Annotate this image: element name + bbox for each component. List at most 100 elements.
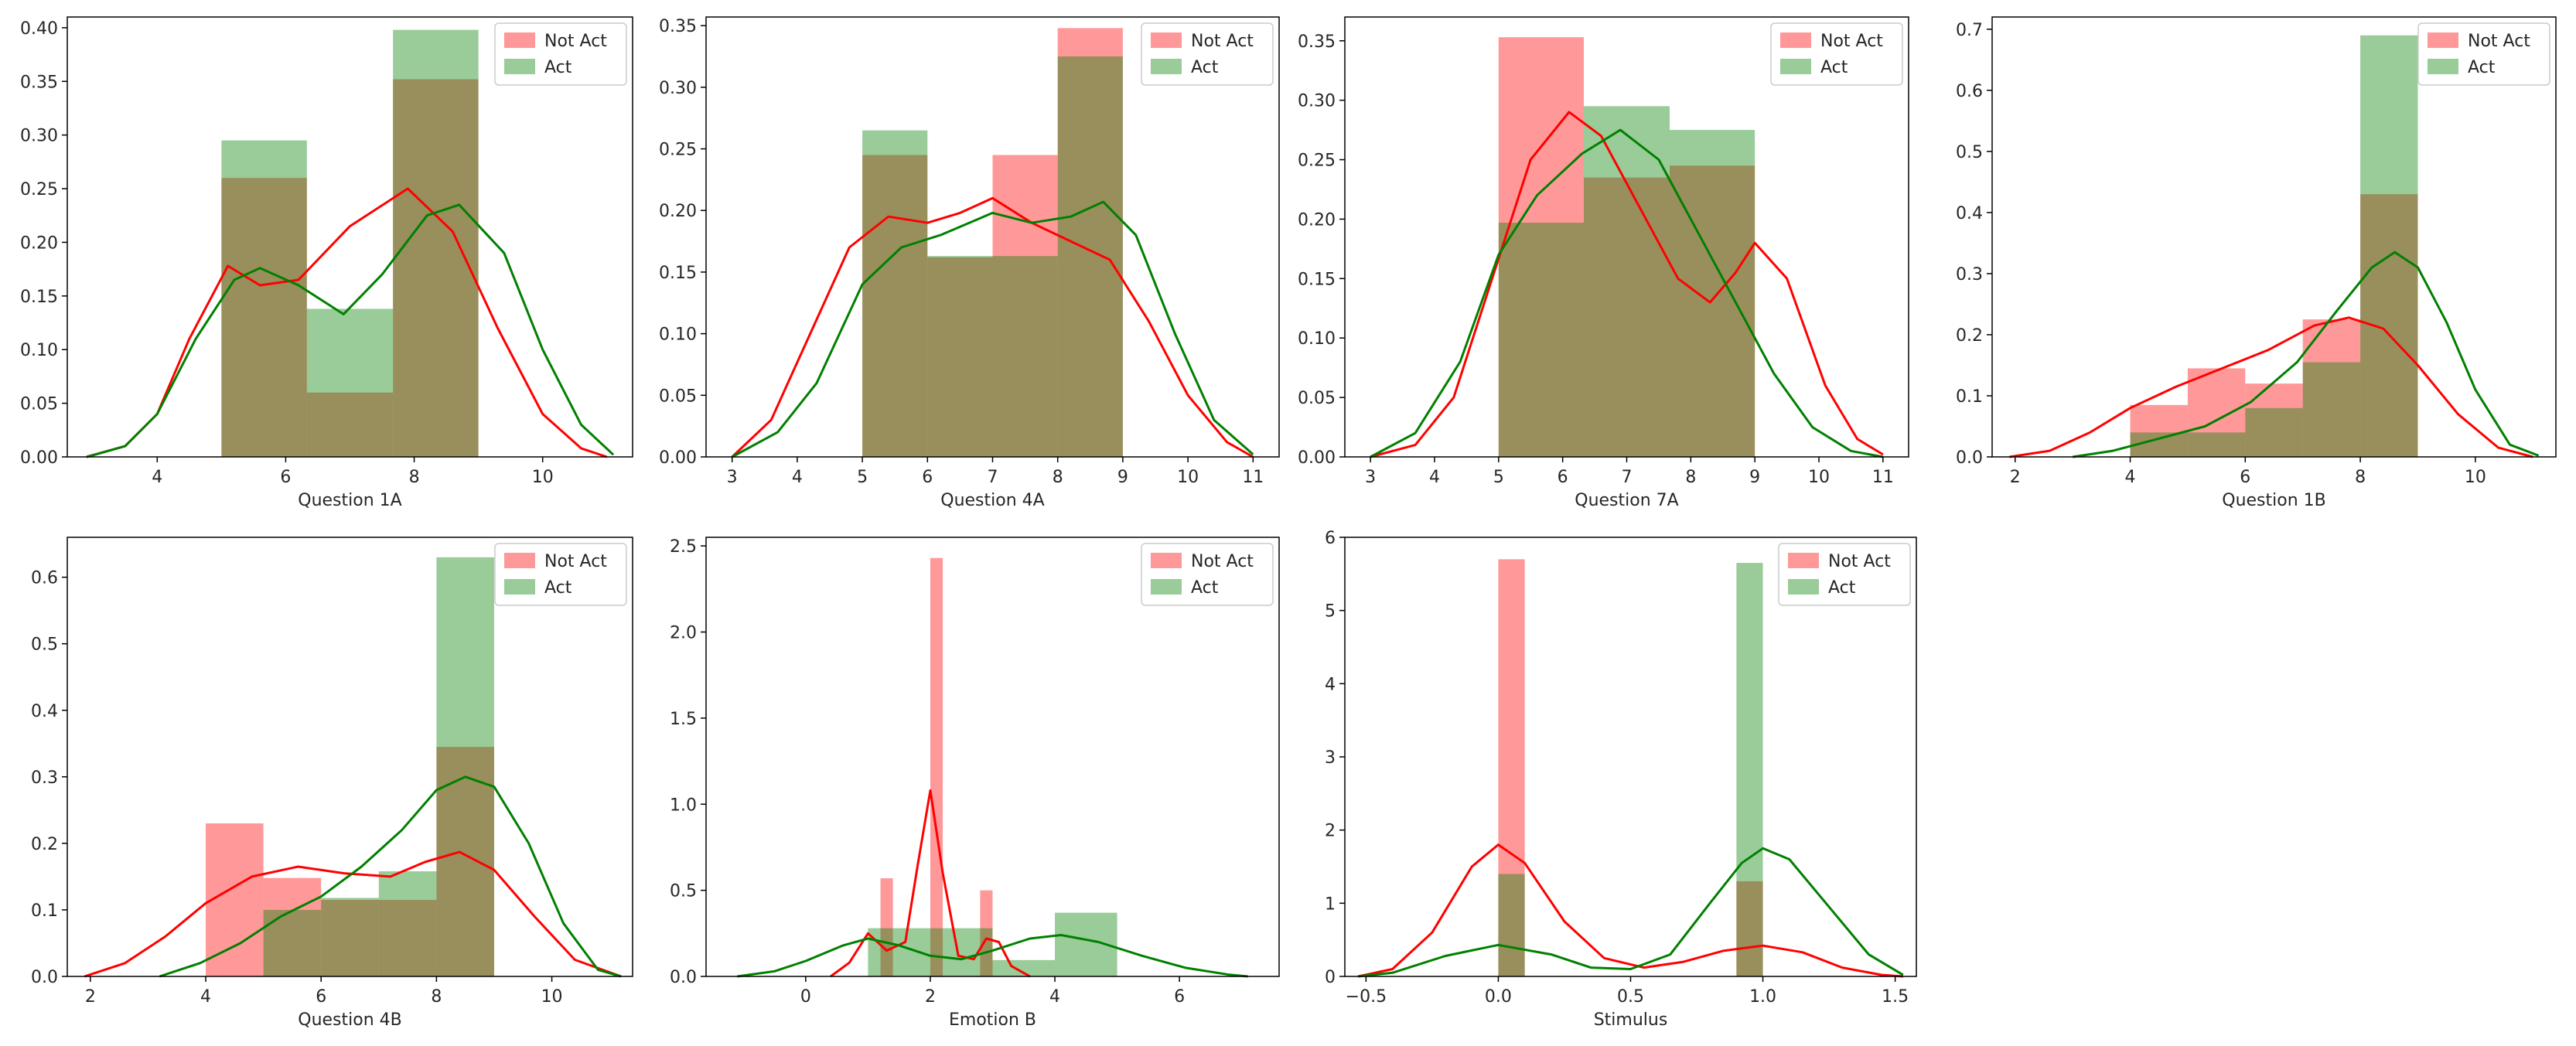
legend-swatch-not-act [2428, 32, 2458, 48]
y-tick-label: 2.5 [670, 537, 697, 557]
x-tick-label: 7 [988, 468, 998, 487]
x-tick-label: 10 [532, 468, 554, 487]
x-tick-label: 8 [2355, 468, 2366, 487]
y-tick-label: 0.05 [659, 387, 697, 406]
y-tick-label: 1 [1325, 894, 1336, 914]
subplot-2: 3 4 5 6 7 8 9 10 11 0.00 0.05 0.10 0.15 0.20 0.25 0.30 0… [659, 16, 1280, 510]
legend-swatch-not-act [1788, 553, 1819, 568]
y-tick-label: 0.40 [20, 19, 58, 39]
legend-label-act: Act [1828, 578, 1856, 598]
hist-bar-act [992, 959, 1056, 976]
legend-label-act: Act [1820, 58, 1848, 77]
x-tick-label: 10 [1808, 468, 1830, 487]
y-tick-label: 0.05 [20, 395, 58, 414]
legend-label-not-act: Not Act [1191, 552, 1254, 571]
x-tick-label: 1.0 [1749, 987, 1776, 1007]
y-tick-label: 0.15 [20, 288, 58, 307]
y-tick-label: 0.2 [31, 835, 58, 854]
y-tick-label: 0.05 [1298, 389, 1336, 408]
y-tick-label: 0.25 [659, 141, 697, 160]
hist-bar-not-act [2130, 404, 2188, 457]
x-tick-label: 0.5 [1617, 987, 1644, 1007]
legend-swatch-act [1788, 579, 1819, 595]
y-tick-label: 0.20 [20, 233, 58, 253]
x-tick-label: 6 [2240, 468, 2250, 487]
x-tick-label: 5 [1493, 468, 1504, 487]
hist-bar-act [1498, 223, 1584, 457]
hist-bar-act [378, 871, 437, 976]
legend: Not Act Act [1778, 543, 1911, 606]
kde-line-not-act [731, 196, 1254, 458]
hist-bar-act [1736, 563, 1763, 976]
legend: Not Act Act [1770, 22, 1903, 86]
legend-swatch-not-act [1780, 32, 1811, 48]
y-tick-label: 0.30 [1298, 92, 1336, 111]
y-tick-label: 0.25 [1298, 152, 1336, 171]
x-axis-label: Question 4B [298, 1010, 401, 1030]
y-tick-label: 0.20 [659, 202, 697, 221]
hist-bar-act [321, 898, 379, 976]
legend-label-not-act: Not Act [544, 32, 607, 51]
legend-box [494, 22, 627, 86]
legend-swatch-not-act [1151, 553, 1182, 568]
hist-bar-act [436, 557, 494, 976]
axes-frame [67, 16, 633, 458]
kde-line-act [737, 934, 1248, 978]
legend-swatch-act [2428, 59, 2458, 74]
hist-bar-not-act [1583, 177, 1670, 458]
hist-bar-not-act [2360, 194, 2418, 458]
subplot-6: 0 2 4 6 0.0 0.5 1.0 1.5 2.0 2.5 Emotion B Not Act Ac… [670, 537, 1280, 1030]
x-tick-label: 6 [1558, 468, 1568, 487]
y-tick-label: 0.5 [1956, 143, 1983, 162]
legend-box [1778, 543, 1911, 606]
x-tick-label: 0.0 [1485, 987, 1512, 1007]
kde-line-not-act [2009, 316, 2533, 458]
hist-bar-act [1498, 874, 1525, 976]
hist-bar-act [1057, 56, 1123, 457]
y-tick-label: 5 [1325, 602, 1336, 622]
y-tick-label: 0.3 [1956, 265, 1983, 284]
legend: Not Act Act [1141, 543, 1274, 606]
legend: Not Act Act [494, 22, 627, 86]
y-tick-label: 0.30 [659, 79, 697, 98]
x-tick-label: 2 [925, 987, 936, 1007]
y-tick-label: 0.0 [1956, 448, 1983, 468]
y-tick-label: 0 [1325, 968, 1336, 987]
legend-swatch-act [1151, 579, 1182, 595]
axes-frame [67, 537, 633, 977]
legend-label-act: Act [544, 58, 572, 77]
kde-line-act [731, 200, 1254, 458]
kde-line-not-act [1357, 843, 1904, 978]
hist-bar-not-act [321, 900, 379, 976]
y-tick-label: 0.3 [31, 768, 58, 788]
axes-frame [705, 537, 1280, 977]
legend-swatch-not-act [504, 32, 535, 48]
y-tick-label: 6 [1325, 529, 1336, 548]
y-tick-label: 0.1 [31, 901, 58, 921]
hist-bar-act [1670, 130, 1755, 457]
x-tick-label: 2 [2010, 468, 2021, 487]
hist-bar-not-act [378, 900, 437, 976]
subplot-4: 2 4 6 8 10 0.0 0.1 0.2 0.3 0.4 0.5 0.6 0.7 Question 1… [1956, 16, 2557, 510]
y-tick-label: 0.00 [1298, 448, 1336, 468]
hist-bar-act [992, 256, 1058, 457]
legend-swatch-act [1780, 59, 1811, 74]
y-tick-label: 0.5 [670, 882, 697, 901]
x-tick-label: 7 [1622, 468, 1633, 487]
legend-box [494, 543, 627, 606]
x-tick-label: 9 [1117, 468, 1128, 487]
y-tick-label: 0.35 [659, 17, 697, 36]
hist-bar-not-act [1498, 559, 1525, 976]
legend-label-act: Act [1191, 578, 1219, 598]
kde-line-act [2072, 250, 2540, 458]
legend: Not Act Act [1141, 22, 1274, 86]
x-tick-label: 5 [857, 468, 868, 487]
x-tick-label: 8 [1053, 468, 1063, 487]
x-tick-label: 0 [800, 987, 811, 1007]
y-tick-label: 0.0 [670, 968, 697, 987]
x-tick-label: 4 [1429, 468, 1440, 487]
kde-line-act [1370, 128, 1884, 458]
x-tick-label: 6 [922, 468, 933, 487]
legend-label-not-act: Not Act [544, 552, 607, 571]
